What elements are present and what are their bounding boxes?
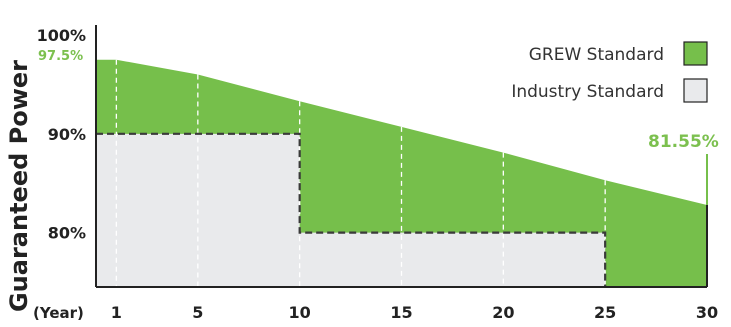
industry-standard-outline xyxy=(96,132,607,287)
y-tick-label-100: 100% xyxy=(37,26,86,45)
y-tick-label-80: 80% xyxy=(48,224,86,243)
legend-label-grew: GREW Standard xyxy=(529,45,664,65)
legend: GREW Standard Industry Standard xyxy=(511,41,708,103)
legend-swatch-industry xyxy=(683,78,708,103)
x-axis-title: (Year) xyxy=(33,304,84,322)
grew-start-value-label: 97.5% xyxy=(38,49,83,64)
year-gridlines xyxy=(115,59,606,287)
chart-axes xyxy=(95,25,708,288)
legend-swatch-grew xyxy=(683,41,708,66)
x-tick-label-5: 5 xyxy=(192,303,203,322)
industry-step-outline xyxy=(96,132,607,287)
x-tick-label-15: 15 xyxy=(390,303,412,322)
industry-standard-area xyxy=(96,133,606,287)
x-tick-label-10: 10 xyxy=(289,303,311,322)
legend-label-industry: Industry Standard xyxy=(511,82,664,102)
x-tick-label-30: 30 xyxy=(696,303,718,322)
x-tick-label-25: 25 xyxy=(594,303,616,322)
x-tick-label-1: 1 xyxy=(111,303,122,322)
y-tick-label-90: 90% xyxy=(48,125,86,144)
y-axis-title: Guaranteed Power xyxy=(5,60,33,312)
grew-end-value-label: 81.55% xyxy=(648,132,719,152)
x-tick-label-20: 20 xyxy=(492,303,514,322)
